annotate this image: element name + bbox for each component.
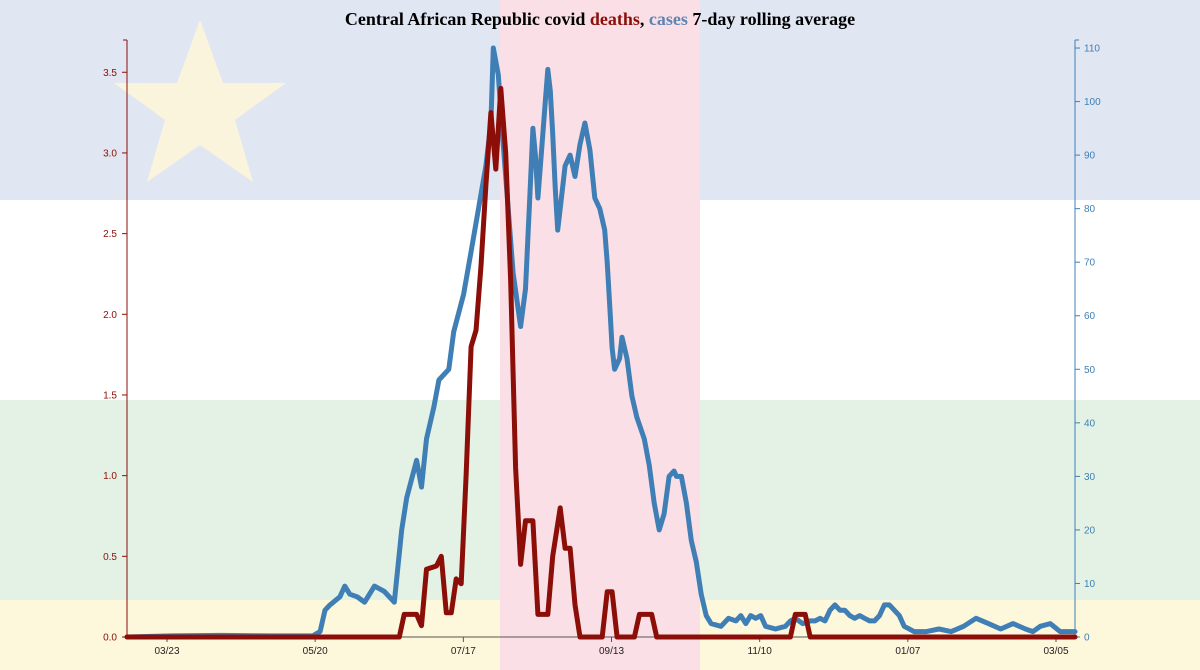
x-tick-label: 05/20 <box>303 646 328 657</box>
title-suffix: 7-day rolling average <box>688 9 855 29</box>
right-tick-label: 20 <box>1084 525 1096 536</box>
title-separator: , <box>640 9 649 29</box>
title-deaths-word: deaths <box>590 9 640 29</box>
right-tick-label: 80 <box>1084 204 1096 215</box>
flag-band-red-vertical <box>500 0 700 670</box>
x-tick-label: 03/23 <box>154 646 179 657</box>
right-tick-label: 40 <box>1084 418 1096 429</box>
x-tick-label: 11/10 <box>748 646 773 657</box>
left-tick-label: 1.5 <box>103 390 117 401</box>
x-tick-label: 07/17 <box>451 646 476 657</box>
left-tick-label: 3.5 <box>103 68 117 79</box>
right-tick-label: 50 <box>1084 365 1096 376</box>
right-tick-label: 0 <box>1084 633 1090 644</box>
chart-title: Central African Republic covid deaths, c… <box>345 9 855 29</box>
axes: 0.0 0.5 1.0 1.5 2.0 2.5 3.0 3.5 0 10 20 30 40 50 60 70 8… <box>103 39 1101 657</box>
deaths-line <box>124 85 1078 640</box>
title-cases-word: cases <box>649 9 688 29</box>
left-tick-label: 0.5 <box>103 552 117 563</box>
left-tick-label: 0.0 <box>103 633 117 644</box>
left-tick-label: 3.0 <box>103 148 117 159</box>
x-tick-label: 03/05 <box>1043 646 1068 657</box>
right-tick-label: 100 <box>1084 97 1101 108</box>
cases-line <box>124 45 1078 640</box>
right-tick-label: 110 <box>1084 44 1100 55</box>
left-tick-label: 2.0 <box>103 310 117 321</box>
right-tick-label: 70 <box>1084 258 1096 269</box>
x-tick-label: 01/07 <box>895 646 920 657</box>
title-prefix: Central African Republic covid <box>345 9 590 29</box>
right-tick-label: 10 <box>1084 579 1096 590</box>
x-tick-label: 09/13 <box>599 646 624 657</box>
right-tick-label: 30 <box>1084 472 1096 483</box>
right-tick-label: 60 <box>1084 311 1096 322</box>
star-icon <box>114 20 286 182</box>
right-tick-label: 90 <box>1084 151 1096 162</box>
series-layer <box>124 45 1078 640</box>
left-tick-label: 1.0 <box>103 471 117 482</box>
left-tick-label: 2.5 <box>103 229 117 240</box>
